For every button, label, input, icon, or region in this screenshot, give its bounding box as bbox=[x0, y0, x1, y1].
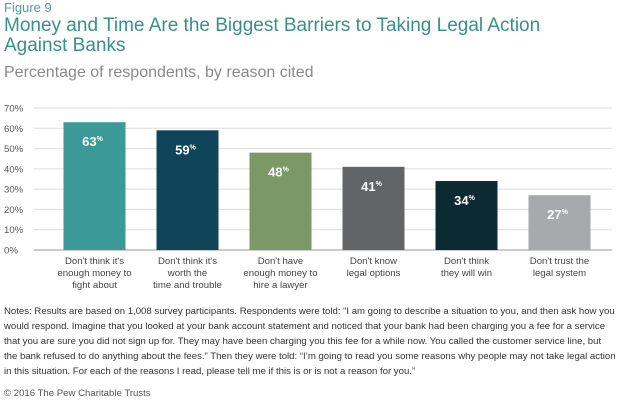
category-label: Don't have enough money to hire a lawyer bbox=[243, 256, 317, 291]
figure-label: Figure 9 bbox=[4, 0, 52, 15]
y-tick-label: 40% bbox=[4, 164, 24, 175]
y-axis-ticks: 0% 10% 20% 30% 40% 50% 60% 70% bbox=[4, 104, 24, 257]
notes-text: Notes: Results are based on 1,008 survey… bbox=[4, 306, 616, 377]
bar-value-label: 27% bbox=[547, 207, 568, 222]
chart-title: Money and Time Are the Biggest Barriers … bbox=[4, 15, 541, 56]
bar-value-label: 59% bbox=[175, 142, 196, 157]
category-label: Don't know legal options bbox=[347, 256, 401, 279]
bars bbox=[63, 122, 591, 250]
category-label: Don't think it's enough money to fight abo… bbox=[57, 256, 131, 291]
y-tick-label: 10% bbox=[4, 225, 24, 236]
category-label: Don't think they will win bbox=[441, 256, 492, 279]
bar-value-label: 48% bbox=[268, 165, 289, 180]
gridlines bbox=[34, 107, 612, 251]
y-tick-label: 50% bbox=[4, 144, 24, 155]
bar bbox=[342, 166, 405, 250]
y-tick-label: 20% bbox=[4, 205, 24, 216]
category-label: Don't trust the legal system bbox=[530, 256, 589, 279]
bar-chart: 0% 10% 20% 30% 40% 50% 60% 70% 63% 59% 48% 41% 34% 2… bbox=[4, 104, 612, 291]
bar bbox=[156, 130, 219, 250]
bar bbox=[249, 152, 312, 250]
y-tick-label: 60% bbox=[4, 124, 24, 135]
data-labels: 63% 59% 48% 41% 34% 27% bbox=[82, 134, 568, 222]
copyright-credit: © 2016 The Pew Charitable Trusts bbox=[4, 388, 151, 399]
y-tick-label: 0% bbox=[4, 246, 18, 257]
bar-value-label: 63% bbox=[82, 134, 103, 149]
bar bbox=[435, 181, 498, 250]
bar bbox=[63, 122, 126, 250]
y-tick-label: 30% bbox=[4, 185, 24, 196]
category-label: Don't think it's worth the time and troubl… bbox=[153, 256, 222, 291]
bar-value-label: 34% bbox=[454, 193, 475, 208]
bar bbox=[528, 195, 591, 250]
category-labels: Don't think it's enough money to fight abo… bbox=[57, 256, 589, 291]
y-tick-label: 70% bbox=[4, 104, 24, 115]
chart-subtitle: Percentage of respondents, by reason cit… bbox=[4, 64, 314, 81]
bar-value-label: 41% bbox=[361, 179, 382, 194]
